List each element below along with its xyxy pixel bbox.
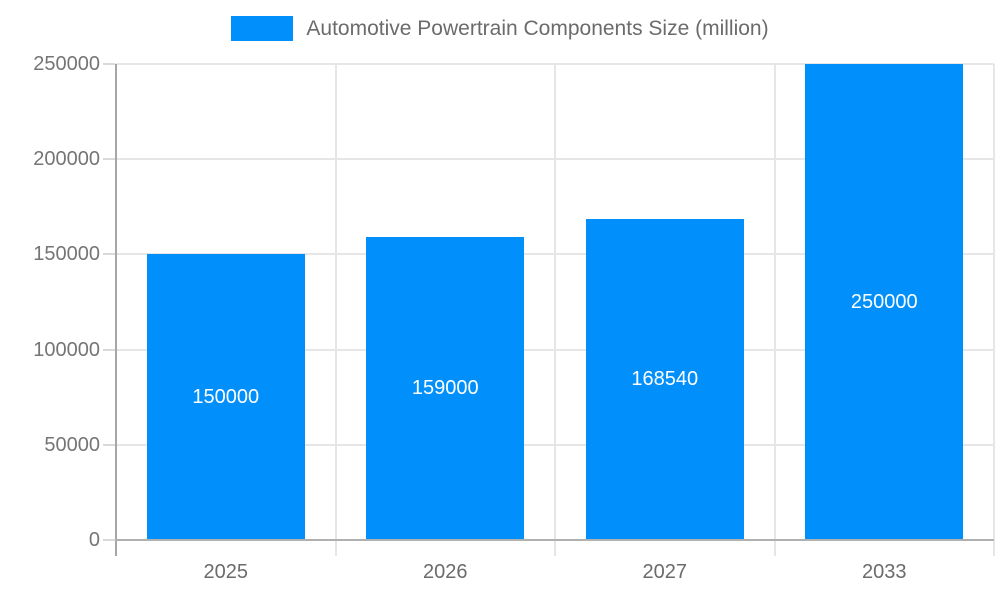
bar-2026[interactable]: 159000: [366, 237, 525, 540]
bar-2033[interactable]: 250000: [805, 64, 964, 540]
y-tick-label: 150000: [33, 243, 100, 266]
x-tick-label: 2025: [203, 561, 249, 583]
y-tick-label: 0: [88, 529, 100, 551]
x-tick-label: 2033: [862, 561, 907, 583]
bar-2027[interactable]: 168540: [585, 219, 744, 540]
y-axis-line: [115, 64, 117, 556]
gridline-v: [993, 64, 995, 556]
chart-legend: Automotive Powertrain Components Size (m…: [0, 16, 1000, 41]
x-tick-label: 2027: [642, 561, 688, 583]
y-axis-tick: [103, 539, 115, 541]
bar-value-label: 159000: [411, 377, 479, 400]
y-axis-tick: [103, 158, 115, 161]
gridline-v: [554, 64, 556, 556]
y-axis-tick: [103, 443, 115, 446]
bar-value-label: 168540: [631, 368, 699, 391]
x-tick-label: 2026: [423, 561, 468, 583]
gridline-v: [773, 64, 776, 556]
y-tick-label: 250000: [33, 53, 100, 75]
legend-swatch: [231, 16, 294, 41]
y-tick-label: 50000: [44, 433, 100, 456]
y-tick-label: 100000: [33, 338, 100, 361]
bar-value-label: 150000: [192, 385, 260, 408]
y-tick-label: 200000: [33, 148, 100, 171]
y-axis-tick: [103, 63, 115, 65]
y-axis-tick: [103, 348, 115, 351]
x-axis-baseline: [106, 539, 994, 541]
bar-value-label: 250000: [850, 290, 918, 313]
y-axis-tick: [103, 253, 115, 256]
legend-item[interactable]: Automotive Powertrain Components Size (m…: [231, 16, 769, 41]
gridline-v: [334, 64, 337, 556]
bar-2025[interactable]: 150000: [146, 254, 305, 540]
legend-label: Automotive Powertrain Components Size (m…: [306, 16, 769, 40]
plot-area: 150000 159000 168540 250000: [116, 63, 995, 556]
